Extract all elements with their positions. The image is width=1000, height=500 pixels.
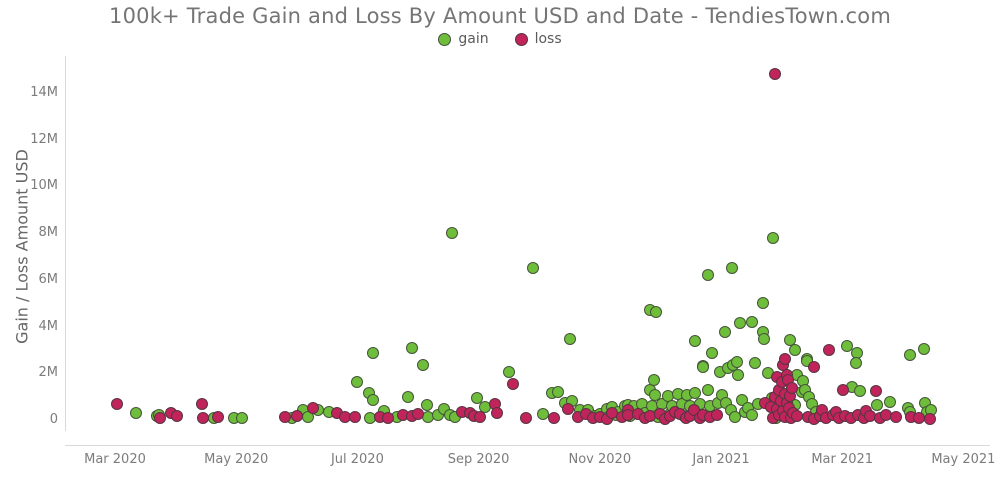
data-point-gain[interactable] <box>756 297 769 310</box>
data-point-gain[interactable] <box>564 332 577 345</box>
y-tick-label: 4M <box>38 318 59 334</box>
data-point-loss[interactable] <box>382 411 395 424</box>
x-tick-label: May 2020 <box>204 452 269 467</box>
data-point-loss[interactable] <box>837 384 850 397</box>
x-tick-label: Jul 2020 <box>330 452 384 467</box>
data-point-gain[interactable] <box>421 399 434 412</box>
gain-dot-icon <box>438 32 452 46</box>
data-point-gain[interactable] <box>367 346 380 359</box>
chart-title: 100k+ Trade Gain and Loss By Amount USD … <box>109 4 891 28</box>
data-point-gain[interactable] <box>733 317 746 330</box>
data-point-gain[interactable] <box>745 409 758 422</box>
data-point-loss[interactable] <box>348 410 361 423</box>
legend-item-loss[interactable]: loss <box>514 31 562 47</box>
data-point-loss[interactable] <box>291 410 304 423</box>
data-point-loss[interactable] <box>412 407 424 420</box>
data-point-gain[interactable] <box>918 342 930 355</box>
data-point-gain[interactable] <box>401 390 414 403</box>
data-point-loss[interactable] <box>807 360 820 373</box>
data-point-gain[interactable] <box>551 385 564 398</box>
data-point-loss[interactable] <box>889 410 902 423</box>
data-point-gain[interactable] <box>884 396 897 408</box>
data-point-gain[interactable] <box>445 227 458 240</box>
data-point-loss[interactable] <box>212 410 225 423</box>
data-point-loss[interactable] <box>768 68 781 81</box>
y-tick-label: 12M <box>30 131 58 147</box>
data-point-loss[interactable] <box>790 410 803 423</box>
data-point-loss[interactable] <box>491 406 504 419</box>
data-point-gain[interactable] <box>405 342 418 355</box>
data-point-loss[interactable] <box>110 397 123 410</box>
data-point-gain[interactable] <box>841 339 854 352</box>
data-point-gain[interactable] <box>648 374 661 387</box>
data-point-gain[interactable] <box>854 385 867 398</box>
data-point-loss[interactable] <box>520 411 533 424</box>
data-point-gain[interactable] <box>788 343 801 356</box>
data-point-gain[interactable] <box>748 357 761 369</box>
data-point-gain[interactable] <box>725 262 738 275</box>
loss-dot-icon <box>514 32 528 46</box>
data-point-gain[interactable] <box>728 410 741 423</box>
y-tick-label: 10M <box>30 178 58 194</box>
data-point-loss[interactable] <box>307 402 320 415</box>
data-point-gain[interactable] <box>702 269 715 282</box>
x-tick-label: Mar 2020 <box>84 452 146 467</box>
x-axis-line <box>65 445 990 446</box>
data-point-gain[interactable] <box>527 262 540 275</box>
data-point-gain[interactable] <box>502 365 515 378</box>
data-point-loss[interactable] <box>170 410 183 423</box>
y-tick-label: 2M <box>38 365 59 381</box>
data-point-gain[interactable] <box>730 356 743 369</box>
data-point-gain[interactable] <box>767 231 780 244</box>
data-point-gain[interactable] <box>702 384 715 397</box>
data-point-gain[interactable] <box>130 406 143 419</box>
data-point-loss[interactable] <box>710 409 723 422</box>
data-point-gain[interactable] <box>236 411 249 424</box>
legend-item-gain[interactable]: gain <box>438 31 489 47</box>
data-point-gain[interactable] <box>688 386 701 399</box>
data-point-loss[interactable] <box>778 353 791 366</box>
data-point-gain[interactable] <box>367 393 380 406</box>
x-tick-label: Nov 2020 <box>568 452 632 467</box>
data-point-gain[interactable] <box>696 360 709 373</box>
x-tick-label: Mar 2021 <box>811 452 874 467</box>
data-point-gain[interactable] <box>688 335 701 348</box>
data-point-loss[interactable] <box>196 411 209 424</box>
legend-label-loss: loss <box>534 31 562 47</box>
data-point-gain[interactable] <box>850 357 863 369</box>
legend: gain loss <box>0 31 1000 47</box>
y-axis-line <box>65 56 66 431</box>
y-tick-label: 6M <box>38 271 59 287</box>
x-tick-label: Sep 2020 <box>447 452 510 467</box>
data-point-loss[interactable] <box>870 385 883 398</box>
data-point-gain[interactable] <box>731 368 744 381</box>
legend-label-gain: gain <box>458 31 489 47</box>
data-point-loss[interactable] <box>473 410 486 423</box>
x-tick-label: May 2021 <box>931 452 996 467</box>
data-point-loss[interactable] <box>547 411 560 424</box>
data-point-loss[interactable] <box>506 378 519 391</box>
data-point-gain[interactable] <box>470 392 483 405</box>
y-tick-label: 0 <box>49 412 58 427</box>
data-point-gain[interactable] <box>719 325 732 338</box>
data-point-loss[interactable] <box>823 343 836 356</box>
data-point-loss[interactable] <box>561 403 574 416</box>
data-point-gain[interactable] <box>871 399 884 412</box>
data-point-loss[interactable] <box>279 410 292 423</box>
y-tick-label: 14M <box>30 85 58 100</box>
data-point-loss[interactable] <box>924 413 937 426</box>
data-point-gain[interactable] <box>705 346 718 359</box>
data-point-loss[interactable] <box>785 382 798 394</box>
x-tick-label: Jan 2021 <box>692 452 750 467</box>
y-tick-label: 8M <box>38 225 59 241</box>
data-point-gain[interactable] <box>758 332 771 345</box>
data-point-gain[interactable] <box>904 349 917 362</box>
data-point-gain[interactable] <box>650 305 663 318</box>
data-point-gain[interactable] <box>350 375 363 388</box>
data-point-loss[interactable] <box>154 411 167 424</box>
data-point-loss[interactable] <box>196 397 209 410</box>
data-point-gain[interactable] <box>416 358 429 371</box>
data-point-gain[interactable] <box>745 315 758 328</box>
